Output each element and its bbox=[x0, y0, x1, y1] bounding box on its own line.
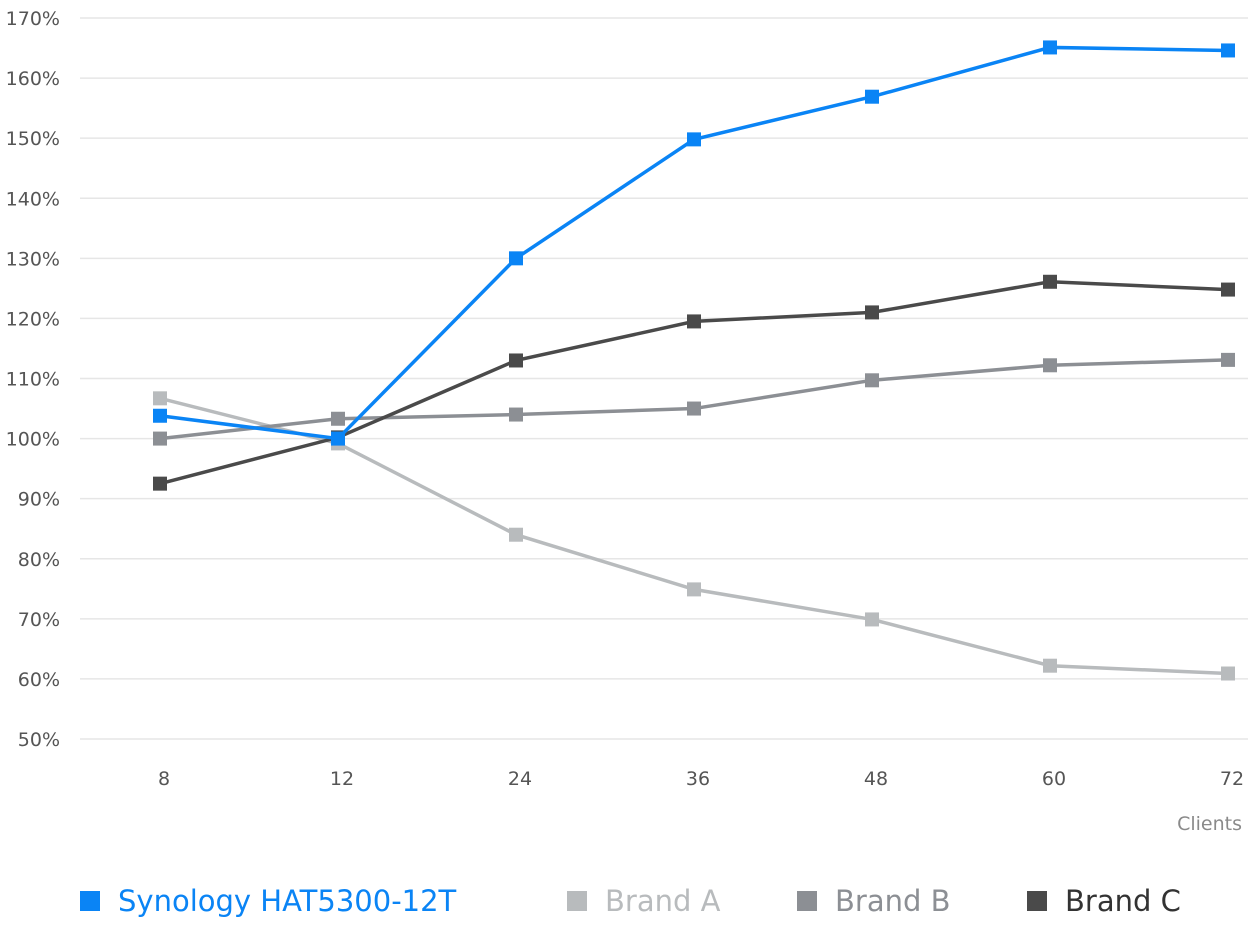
data-point bbox=[509, 527, 523, 542]
y-tick-label: 110% bbox=[6, 369, 60, 391]
data-point bbox=[331, 411, 345, 426]
legend-label: Brand A bbox=[605, 884, 721, 918]
y-tick-label: 80% bbox=[18, 549, 60, 571]
legend-label: Brand C bbox=[1065, 884, 1181, 918]
data-point bbox=[1043, 40, 1057, 55]
data-point bbox=[153, 408, 167, 423]
series-line bbox=[159, 358, 1229, 441]
y-tick-label: 100% bbox=[6, 429, 60, 451]
legend-label: Synology HAT5300-12T bbox=[118, 884, 457, 918]
legend-item-brand-c: Brand C bbox=[1027, 884, 1181, 918]
data-point bbox=[865, 305, 879, 320]
legend-label: Brand B bbox=[835, 884, 951, 918]
x-tick-label: 72 bbox=[1220, 768, 1244, 790]
legend-item-synology: Synology HAT5300-12T bbox=[80, 884, 567, 918]
x-tick-label: 60 bbox=[1042, 768, 1066, 790]
data-point bbox=[1221, 282, 1235, 297]
y-tick-label: 170% bbox=[6, 8, 60, 30]
legend-swatch bbox=[567, 891, 587, 911]
y-tick-label: 60% bbox=[18, 669, 60, 691]
line-chart: 50% 60% 70% 80% 90% 100% 110% 120% 130% 140% 150% 1… bbox=[6, 8, 1248, 835]
y-tick-label: 120% bbox=[6, 308, 60, 330]
y-tick-label: 150% bbox=[6, 128, 60, 150]
data-point bbox=[865, 612, 879, 627]
series-line bbox=[159, 396, 1229, 676]
legend-item-brand-a: Brand A bbox=[567, 884, 797, 918]
series-line bbox=[159, 45, 1229, 441]
data-point bbox=[687, 582, 701, 597]
data-point bbox=[1043, 658, 1057, 673]
x-tick-label: 48 bbox=[864, 768, 888, 790]
data-point bbox=[687, 401, 701, 416]
legend: Synology HAT5300-12T Brand A Brand B Bra… bbox=[80, 884, 1181, 918]
x-tick-label: 24 bbox=[508, 768, 532, 790]
legend-swatch bbox=[1027, 891, 1047, 911]
data-point bbox=[509, 353, 523, 368]
x-axis-label: Clients bbox=[1177, 813, 1242, 835]
legend-item-brand-b: Brand B bbox=[797, 884, 1027, 918]
data-point bbox=[331, 431, 345, 446]
data-point bbox=[509, 251, 523, 266]
data-point bbox=[1043, 358, 1057, 373]
data-point bbox=[1043, 274, 1057, 289]
data-point bbox=[865, 89, 879, 104]
x-tick-label: 36 bbox=[686, 768, 710, 790]
legend-swatch bbox=[80, 891, 100, 911]
y-tick-label: 140% bbox=[6, 188, 60, 210]
data-point bbox=[153, 391, 167, 406]
data-point bbox=[1221, 43, 1235, 58]
y-tick-label: 50% bbox=[18, 729, 60, 751]
data-point bbox=[509, 407, 523, 422]
data-point bbox=[153, 431, 167, 446]
y-tick-label: 130% bbox=[6, 248, 60, 270]
legend-swatch bbox=[797, 891, 817, 911]
x-tick-label: 8 bbox=[158, 768, 170, 790]
data-point bbox=[687, 314, 701, 329]
data-point bbox=[1221, 666, 1235, 681]
y-tick-label: 90% bbox=[18, 489, 60, 511]
y-tick-label: 70% bbox=[18, 609, 60, 631]
data-point bbox=[1221, 352, 1235, 367]
data-point bbox=[153, 476, 167, 491]
data-point bbox=[865, 373, 879, 388]
x-tick-label: 12 bbox=[330, 768, 354, 790]
data-point bbox=[687, 132, 701, 147]
y-tick-label: 160% bbox=[6, 68, 60, 90]
series-line bbox=[159, 280, 1229, 486]
